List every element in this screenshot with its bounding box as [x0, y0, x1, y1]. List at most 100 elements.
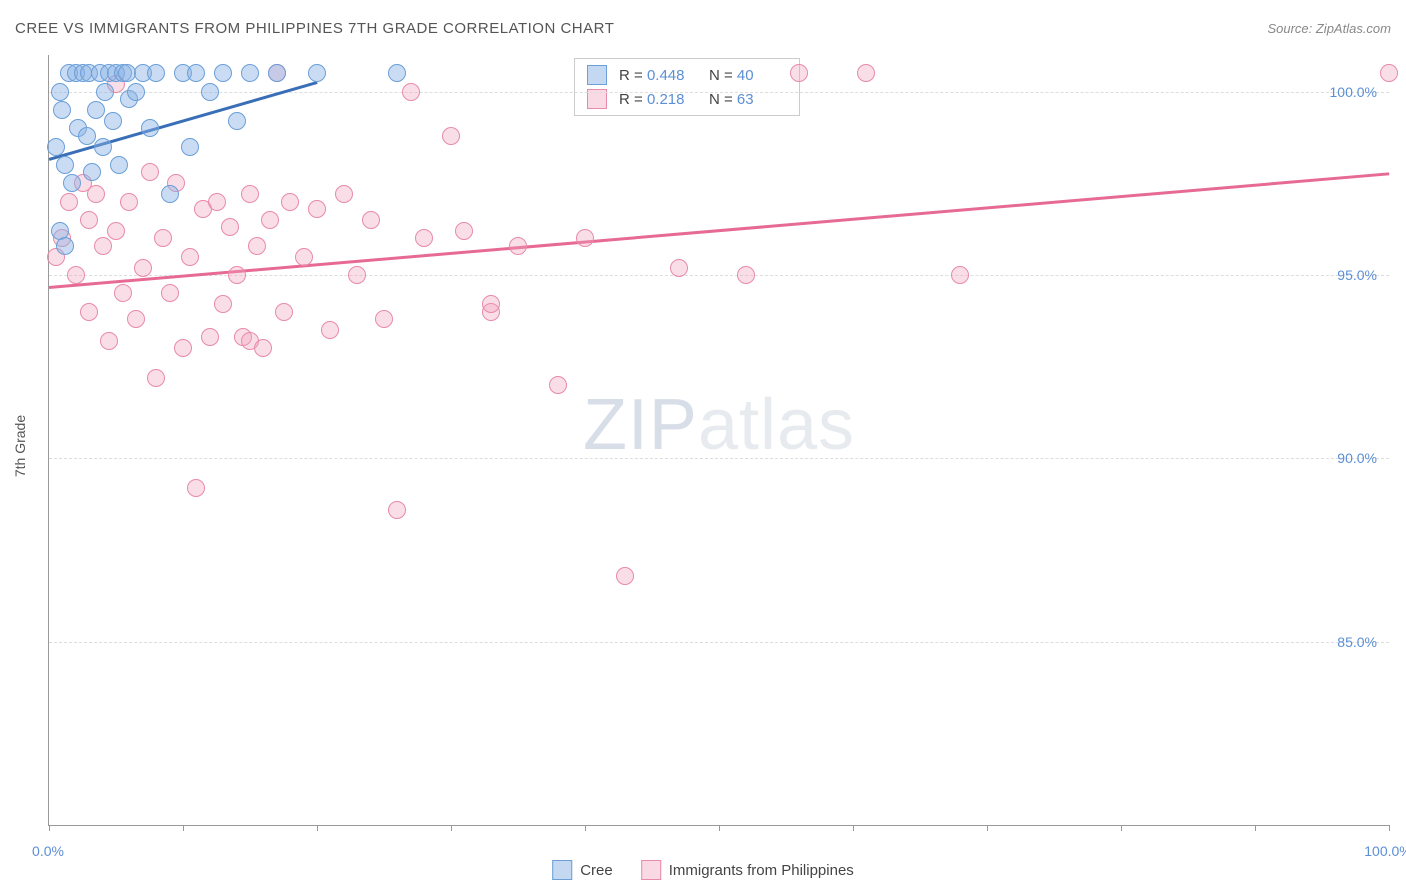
data-point — [63, 174, 81, 192]
chart-title: CREE VS IMMIGRANTS FROM PHILIPPINES 7TH … — [15, 20, 614, 37]
x-tick — [317, 825, 318, 831]
data-point — [51, 83, 69, 101]
x-tick — [183, 825, 184, 831]
y-tick-label: 95.0% — [1337, 267, 1377, 283]
data-point — [281, 193, 299, 211]
x-tick — [451, 825, 452, 831]
data-point — [670, 259, 688, 277]
data-point — [127, 83, 145, 101]
data-point — [951, 266, 969, 284]
grid-line — [49, 642, 1389, 643]
data-point — [56, 237, 74, 255]
y-axis-label: 7th Grade — [12, 415, 28, 477]
y-tick-label: 90.0% — [1337, 450, 1377, 466]
bottom-legend: Cree Immigrants from Philippines — [552, 860, 854, 880]
data-point — [120, 193, 138, 211]
data-point — [53, 101, 71, 119]
data-point — [241, 185, 259, 203]
data-point — [104, 112, 122, 130]
data-point — [187, 64, 205, 82]
data-point — [107, 222, 125, 240]
data-point — [348, 266, 366, 284]
data-point — [402, 83, 420, 101]
watermark: ZIPatlas — [583, 384, 855, 466]
data-point — [295, 248, 313, 266]
grid-line — [49, 458, 1389, 459]
data-point — [181, 138, 199, 156]
data-point — [214, 64, 232, 82]
data-point — [549, 376, 567, 394]
x-tick — [987, 825, 988, 831]
data-point — [201, 328, 219, 346]
data-point — [1380, 64, 1398, 82]
data-point — [114, 284, 132, 302]
legend-item-pink: Immigrants from Philippines — [641, 860, 854, 880]
data-point — [321, 321, 339, 339]
data-point — [221, 218, 239, 236]
data-point — [208, 193, 226, 211]
data-point — [362, 211, 380, 229]
data-point — [174, 339, 192, 357]
data-point — [67, 266, 85, 284]
data-point — [254, 339, 272, 357]
data-point — [96, 83, 114, 101]
data-point — [388, 501, 406, 519]
data-point — [576, 229, 594, 247]
data-point — [47, 138, 65, 156]
swatch-blue-icon — [552, 860, 572, 880]
data-point — [161, 185, 179, 203]
x-tick-label: 100.0% — [1364, 843, 1406, 859]
legend-item-blue: Cree — [552, 860, 613, 880]
data-point — [261, 211, 279, 229]
data-point — [201, 83, 219, 101]
data-point — [509, 237, 527, 255]
data-point — [308, 200, 326, 218]
data-point — [241, 64, 259, 82]
swatch-pink-icon — [641, 860, 661, 880]
x-tick-label: 0.0% — [32, 843, 64, 859]
data-point — [455, 222, 473, 240]
y-tick-label: 100.0% — [1330, 84, 1377, 100]
data-point — [616, 567, 634, 585]
scatter-plot: ZIPatlas R = 0.448 N = 40 R = 0.218 N = … — [48, 55, 1389, 826]
data-point — [737, 266, 755, 284]
data-point — [181, 248, 199, 266]
data-point — [161, 284, 179, 302]
y-tick-label: 85.0% — [1337, 634, 1377, 650]
data-point — [87, 185, 105, 203]
x-tick — [1121, 825, 1122, 831]
data-point — [80, 211, 98, 229]
data-point — [147, 369, 165, 387]
data-point — [80, 303, 98, 321]
x-tick — [719, 825, 720, 831]
data-point — [228, 112, 246, 130]
data-point — [335, 185, 353, 203]
data-point — [308, 64, 326, 82]
data-point — [248, 237, 266, 255]
data-point — [94, 138, 112, 156]
swatch-blue-icon — [587, 65, 607, 85]
stats-row-pink: R = 0.218 N = 63 — [587, 87, 787, 111]
data-point — [110, 156, 128, 174]
data-point — [147, 64, 165, 82]
data-point — [214, 295, 232, 313]
data-point — [442, 127, 460, 145]
header: CREE VS IMMIGRANTS FROM PHILIPPINES 7TH … — [15, 20, 1391, 37]
data-point — [415, 229, 433, 247]
data-point — [56, 156, 74, 174]
x-tick — [1389, 825, 1390, 831]
x-tick — [585, 825, 586, 831]
data-point — [154, 229, 172, 247]
data-point — [134, 259, 152, 277]
data-point — [187, 479, 205, 497]
data-point — [857, 64, 875, 82]
data-point — [141, 119, 159, 137]
data-point — [94, 237, 112, 255]
data-point — [127, 310, 145, 328]
data-point — [228, 266, 246, 284]
source-attribution: Source: ZipAtlas.com — [1267, 21, 1391, 36]
grid-line — [49, 92, 1389, 93]
data-point — [83, 163, 101, 181]
grid-line — [49, 275, 1389, 276]
stats-legend-box: R = 0.448 N = 40 R = 0.218 N = 63 — [574, 58, 800, 116]
